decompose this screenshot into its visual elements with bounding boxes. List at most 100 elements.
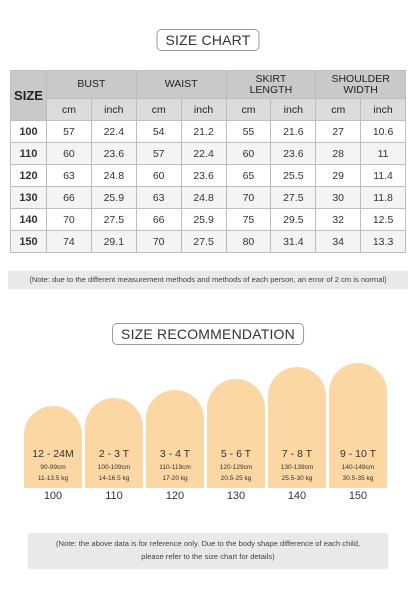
size-cell: 100 xyxy=(10,120,47,143)
measure-cell: 25.9 xyxy=(180,208,227,231)
measure-cell: 70 xyxy=(225,186,272,209)
table-row: 140 70 27.5 66 25.9 75 29.5 32 12.5 xyxy=(10,208,406,231)
measure-cell: 11 xyxy=(360,142,406,165)
table-row: 110 60 23.6 57 22.4 60 23.6 28 11 xyxy=(10,142,406,165)
measure-cell: 31.4 xyxy=(270,230,317,253)
skirt-cm-header: cm xyxy=(225,98,272,121)
size-cell: 130 xyxy=(10,186,47,209)
measure-cell: 27.5 xyxy=(180,230,227,253)
measure-cell: 11.8 xyxy=(360,186,406,209)
measure-cell: 80 xyxy=(225,230,272,253)
reference-note-line2: please refer to the size chart for detai… xyxy=(141,552,275,561)
measure-cell: 60 xyxy=(46,142,92,165)
measure-cell: 21.2 xyxy=(180,120,227,143)
measure-cell: 70 xyxy=(46,208,92,231)
weight-range: 14-16.5 kg xyxy=(98,475,130,482)
size-recommendation-card: 12 - 24M 90-99cm 11-13.5 kg xyxy=(24,406,82,488)
age-label: 5 - 6 T xyxy=(220,448,252,460)
measure-cell: 10.6 xyxy=(360,120,406,143)
measure-cell: 54 xyxy=(135,120,182,143)
measure-cell: 23.6 xyxy=(270,142,317,165)
size-recommendation-card: 2 - 3 T 100-109cm 14-16.5 kg xyxy=(85,398,143,488)
weight-range: 20.5-25 kg xyxy=(220,475,252,482)
measure-cell: 23.6 xyxy=(90,142,137,165)
measure-cell: 63 xyxy=(135,186,182,209)
bust-header: BUST xyxy=(46,70,137,99)
skirt-length-label: SKIRT LENGTH xyxy=(249,72,293,96)
measure-cell: 11.4 xyxy=(360,164,406,187)
measure-cell: 22.4 xyxy=(90,120,137,143)
skirt-inch-header: inch xyxy=(270,98,317,121)
reference-note-line1: (Note: the above data is for reference o… xyxy=(55,539,361,548)
measure-cell: 28 xyxy=(315,142,362,165)
size-recommendation-card: 5 - 6 T 120-129cm 20.5-25 kg xyxy=(207,379,265,488)
table-row: 100 57 22.4 54 21.2 55 21.6 27 10.6 xyxy=(10,120,406,143)
measure-cell: 24.8 xyxy=(90,164,137,187)
measure-cell: 23.6 xyxy=(180,164,227,187)
table-row: 150 74 29.1 70 27.5 80 31.4 34 13.3 xyxy=(10,230,406,253)
weight-range: 25.5-30 kg xyxy=(281,475,313,482)
height-range: 110-119cm xyxy=(159,464,191,471)
measure-cell: 27.5 xyxy=(270,186,317,209)
size-chart-table: SIZE BUST WAIST SKIRT LENGTH SHOULDER WI… xyxy=(10,70,406,253)
size-cell: 120 xyxy=(10,164,47,187)
bust-inch-header: inch xyxy=(90,98,137,121)
recommended-size-label: 100 xyxy=(43,490,63,502)
weight-range: 17-20 kg xyxy=(162,475,188,482)
shoulder-width-header: SHOULDER WIDTH xyxy=(315,70,406,99)
size-cell: 110 xyxy=(10,142,47,165)
waist-header: WAIST xyxy=(135,70,227,99)
recommended-size-label: 150 xyxy=(348,490,368,502)
measure-cell: 66 xyxy=(46,186,92,209)
measure-cell: 60 xyxy=(225,142,272,165)
weight-range: 11-13.5 kg xyxy=(37,475,69,482)
size-recommendation-card: 3 - 4 T 110-119cm 17-20 kg xyxy=(146,390,204,488)
height-range: 100-109cm xyxy=(97,464,131,471)
bust-cm-header: cm xyxy=(46,98,92,121)
measure-cell: 29.1 xyxy=(90,230,137,253)
height-range: 130-139cm xyxy=(280,464,314,471)
size-header: SIZE xyxy=(10,70,47,121)
measure-cell: 12.5 xyxy=(360,208,406,231)
measure-cell: 32 xyxy=(315,208,362,231)
size-recommendation-card: 7 - 8 T 130-139cm 25.5-30 kg xyxy=(268,367,326,488)
shoulder-cm-header: cm xyxy=(315,98,362,121)
measure-cell: 22.4 xyxy=(180,142,227,165)
table-row: 130 66 25.9 63 24.8 70 27.5 30 11.8 xyxy=(10,186,406,209)
measure-cell: 57 xyxy=(135,142,182,165)
waist-inch-header: inch xyxy=(180,98,227,121)
measure-cell: 24.8 xyxy=(180,186,227,209)
age-label: 3 - 4 T xyxy=(159,448,191,460)
measure-cell: 60 xyxy=(135,164,182,187)
measure-cell: 63 xyxy=(46,164,92,187)
age-label: 7 - 8 T xyxy=(281,448,313,460)
measure-cell: 70 xyxy=(135,230,182,253)
height-range: 120-129cm xyxy=(219,464,253,471)
waist-cm-header: cm xyxy=(135,98,182,121)
measure-cell: 65 xyxy=(225,164,272,187)
measure-cell: 25.9 xyxy=(90,186,137,209)
recommended-size-label: 130 xyxy=(226,490,246,502)
measure-cell: 29 xyxy=(315,164,362,187)
size-cell: 150 xyxy=(10,230,47,253)
height-range: 90-99cm xyxy=(40,464,66,471)
age-label: 12 - 24M xyxy=(32,448,74,460)
table-row: 120 63 24.8 60 23.6 65 25.5 29 11.4 xyxy=(10,164,406,187)
size-chart-title: SIZE CHART xyxy=(156,29,260,51)
measure-cell: 55 xyxy=(225,120,272,143)
shoulder-inch-header: inch xyxy=(360,98,406,121)
measure-cell: 30 xyxy=(315,186,362,209)
measurement-note: (Note: due to the different measurement … xyxy=(8,271,408,289)
measure-cell: 25.5 xyxy=(270,164,317,187)
measure-cell: 57 xyxy=(46,120,92,143)
shoulder-width-label: SHOULDER WIDTH xyxy=(331,72,390,96)
measure-cell: 13.3 xyxy=(360,230,406,253)
measure-cell: 21.6 xyxy=(270,120,317,143)
measure-cell: 75 xyxy=(225,208,272,231)
measure-cell: 27 xyxy=(315,120,362,143)
size-recommendation-title: SIZE RECOMMENDATION xyxy=(112,323,304,345)
size-recommendation-card: 9 - 10 T 140-149cm 30.5-35 kg xyxy=(329,363,387,488)
skirt-length-header: SKIRT LENGTH xyxy=(225,70,317,99)
recommended-size-label: 110 xyxy=(105,490,123,502)
measure-cell: 27.5 xyxy=(90,208,137,231)
